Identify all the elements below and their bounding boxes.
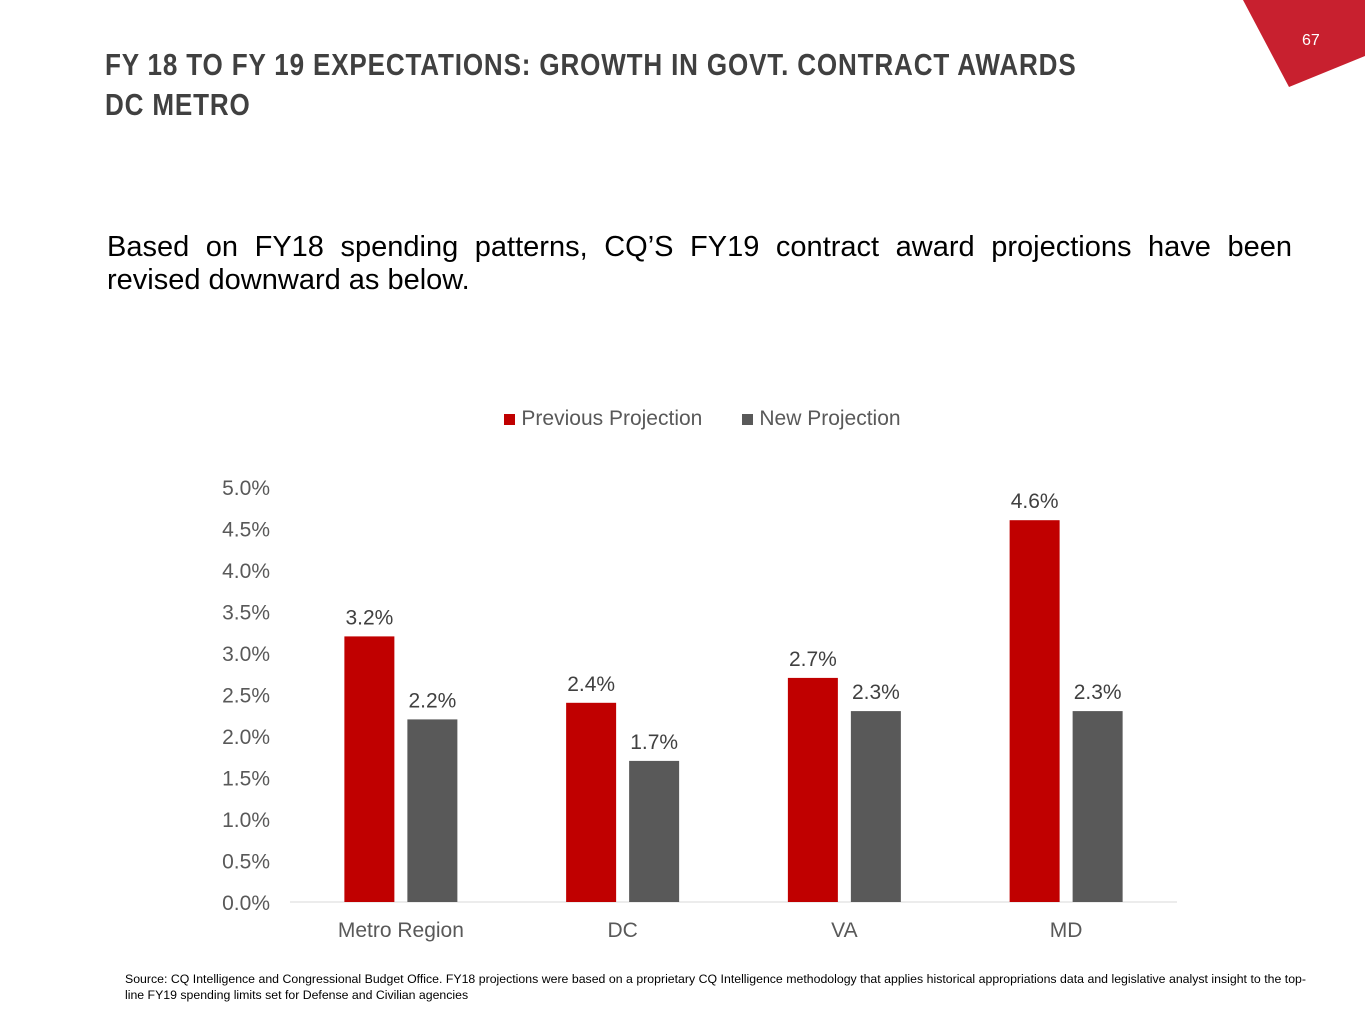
y-tick-label: 4.0% <box>222 560 270 583</box>
bar-new <box>1072 711 1123 902</box>
bar-new <box>629 760 680 902</box>
legend-label-new: New Projection <box>759 407 901 430</box>
y-tick-label: 1.5% <box>222 768 270 791</box>
bar-previous <box>1009 520 1060 902</box>
y-tick-label: 2.5% <box>222 685 270 708</box>
y-tick-label: 0.5% <box>222 851 270 874</box>
y-tick-label: 2.0% <box>222 726 270 749</box>
legend-item-new: New Projection <box>742 407 901 431</box>
data-label: 2.7% <box>789 648 837 671</box>
x-tick-label: MD <box>1050 919 1083 942</box>
y-tick-label: 4.5% <box>222 519 270 542</box>
legend-swatch-previous <box>504 413 516 425</box>
data-label: 2.3% <box>1074 681 1122 704</box>
bar-chart: 0.0% 0.5% 1.0% 1.5% 2.0% 2.5% 3.0% 3.5% 4.0% 4.5%… <box>222 477 1177 942</box>
y-tick-label: 3.0% <box>222 643 270 666</box>
data-label: 2.4% <box>567 673 615 696</box>
bar-previous <box>787 677 838 902</box>
data-label: 4.6% <box>1011 490 1059 513</box>
bar-new <box>850 711 901 902</box>
chart-legend: Previous Projection New Projection <box>0 407 1365 431</box>
data-label: 3.2% <box>345 606 393 629</box>
data-label: 2.2% <box>408 689 456 712</box>
slide-title-line-1: FY 18 TO FY 19 EXPECTATIONS: GROWTH IN G… <box>105 47 1077 82</box>
bar-previous <box>566 702 617 902</box>
x-tick-label: Metro Region <box>338 919 464 942</box>
slide-title-line-2: DC METRO <box>105 87 251 122</box>
legend-label-previous: Previous Projection <box>521 407 703 430</box>
page-corner-tab <box>1243 0 1365 87</box>
x-tick-label: DC <box>607 919 637 942</box>
body-text: Based on FY18 spending patterns, CQ’S FY… <box>107 231 1292 296</box>
y-tick-label: 0.0% <box>222 892 270 915</box>
y-tick-label: 5.0% <box>222 477 270 500</box>
bar-new <box>407 719 458 902</box>
y-tick-label: 1.0% <box>222 809 270 832</box>
data-label: 2.3% <box>852 681 900 704</box>
source-footnote: Source: CQ Intelligence and Congressiona… <box>125 972 1306 1002</box>
legend-swatch-new <box>742 413 754 425</box>
y-tick-label: 3.5% <box>222 602 270 625</box>
data-label: 1.7% <box>630 731 678 754</box>
bar-previous <box>344 636 395 902</box>
legend-item-previous: Previous Projection <box>504 407 702 431</box>
x-tick-label: VA <box>831 919 857 942</box>
page-number: 67 <box>1302 32 1320 49</box>
